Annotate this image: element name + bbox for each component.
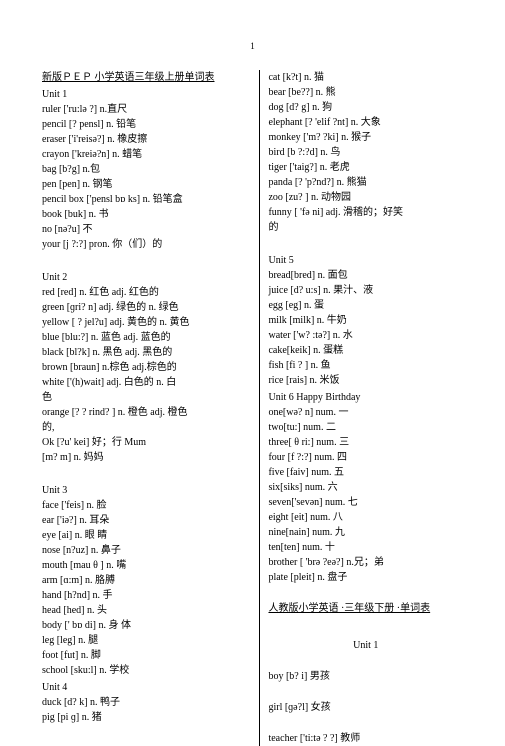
unit-header: Unit 3 [42, 483, 245, 498]
page-number: 1 [42, 40, 463, 54]
unit-header: Unit 5 [268, 253, 463, 268]
vocab-entry: fish [fi ? ] n. 鱼 [268, 358, 463, 373]
vocab-entry: 色 [42, 390, 245, 405]
vocab-entry: teacher ['ti:tə ? ?] 教师 [268, 731, 463, 746]
vocab-entry: four [f ?:?] num. 四 [268, 450, 463, 465]
spacer [268, 684, 463, 700]
spacer [268, 585, 463, 601]
vocab-entry: pencil [? pensl] n. 铅笔 [42, 117, 245, 132]
vocab-entry: 的, [42, 420, 245, 435]
vocab-entry: plate [pleit] n. 盘子 [268, 570, 463, 585]
vocab-entry: ruler ['ru:lə ?] n.直尺 [42, 102, 245, 117]
vocab-entry: leg [leg] n. 腿 [42, 633, 245, 648]
vocab-entry: face ['feis] n. 脸 [42, 498, 245, 513]
vocab-entry: white ['(h)wait] adj. 白色的 n. 白 [42, 375, 245, 390]
vocab-entry: water ['w? :tə?] n. 水 [268, 328, 463, 343]
vocab-entry: [m? m] n. 妈妈 [42, 450, 245, 465]
spacer [268, 715, 463, 731]
vocab-entry: brown [braun] n.棕色 adj.棕色的 [42, 360, 245, 375]
vocab-entry: mouth [mau θ ] n. 嘴 [42, 558, 245, 573]
vocab-entry: Ok [?u' kei] 好；行 Mum [42, 435, 245, 450]
vocab-entry: school [sku:l] n. 学校 [42, 663, 245, 678]
right-column: cat [k?t] n. 猫bear [be??] n. 熊dog [d? g]… [259, 70, 463, 746]
vocab-entry: yellow [ ? jel?u] adj. 黄色的 n. 黄色 [42, 315, 245, 330]
vocab-entry: crayon ['kreiə?n] n. 蜡笔 [42, 147, 245, 162]
vocab-entry: bear [be??] n. 熊 [268, 85, 463, 100]
vocab-entry: ear ['iə?] n. 耳朵 [42, 513, 245, 528]
vocab-entry: boy [b? i] 男孩 [268, 669, 463, 684]
vocab-entry: blue [blu:?] n. 蓝色 adj. 蓝色的 [42, 330, 245, 345]
vocab-entry: bag [b?g] n.包 [42, 162, 245, 177]
vocab-entry: zoo [zu? ] n. 动物园 [268, 190, 463, 205]
vocab-entry: six[siks] num. 六 [268, 480, 463, 495]
vocab-entry: seven['sevən] num. 七 [268, 495, 463, 510]
vocab-entry: your [j ?:?] pron. 你（们）的 [42, 237, 245, 252]
vocab-entry: three[ θ ri:] num. 三 [268, 435, 463, 450]
vocab-entry: red [red] n. 红色 adj. 红色的 [42, 285, 245, 300]
vocab-entry: nose [n?uz] n. 鼻子 [42, 543, 245, 558]
vocab-entry: panda [? 'p?nd?] n. 熊猫 [268, 175, 463, 190]
spacer [268, 616, 463, 632]
spacer [42, 252, 245, 268]
vocab-entry: duck [d? k] n. 鸭子 [42, 695, 245, 710]
vocab-entry: pig [pi ɡ] n. 猪 [42, 710, 245, 725]
vocab-entry: milk [milk] n. 牛奶 [268, 313, 463, 328]
vocab-entry: orange [? ? rind? ] n. 橙色 adj. 橙色 [42, 405, 245, 420]
vocab-entry: body [' bɒ di] n. 身 体 [42, 618, 245, 633]
unit-header: Unit 6 Happy Birthday [268, 390, 463, 405]
vocab-entry: 的 [268, 220, 463, 235]
vocab-entry: five [faiv] num. 五 [268, 465, 463, 480]
vocab-entry: brother [ 'brə ?eə?] n.兄；弟 [268, 555, 463, 570]
spacer [268, 235, 463, 251]
vocab-entry: head [hed] n. 头 [42, 603, 245, 618]
vocab-entry: no [nə?u] 不 [42, 222, 245, 237]
vocab-entry: tiger ['taig?] n. 老虎 [268, 160, 463, 175]
header-title: 新版ＰＥＰ 小学英语三年级上册单词表 [42, 70, 245, 85]
vocab-entry: monkey ['m? ?ki] n. 猴子 [268, 130, 463, 145]
vocab-entry: funny [ 'fə ni] adj. 滑稽的；好笑 [268, 205, 463, 220]
two-column-layout: 新版ＰＥＰ 小学英语三年级上册单词表Unit 1ruler ['ru:lə ?]… [42, 70, 463, 746]
vocab-entry: egg [eg] n. 蛋 [268, 298, 463, 313]
spacer [42, 465, 245, 481]
vocab-entry: pen [pen] n. 钢笔 [42, 177, 245, 192]
vocab-entry: cat [k?t] n. 猫 [268, 70, 463, 85]
vocab-entry: girl [ɡə?l] 女孩 [268, 700, 463, 715]
vocab-entry: dog [d? g] n. 狗 [268, 100, 463, 115]
section-title-underlined: 人教版小学英语 ·三年级下册 ·单词表 [268, 601, 463, 616]
vocab-entry: black [bl?k] n. 黑色 adj. 黑色的 [42, 345, 245, 360]
vocab-entry: nine[nain] num. 九 [268, 525, 463, 540]
vocab-entry: cake[keik] n. 蛋糕 [268, 343, 463, 358]
unit-header: Unit 1 [42, 87, 245, 102]
unit-header: Unit 4 [42, 680, 245, 695]
vocab-entry: book [buk] n. 书 [42, 207, 245, 222]
vocab-entry: eraser ['i'reisə?] n. 橡皮擦 [42, 132, 245, 147]
vocab-entry: hand [h?nd] n. 手 [42, 588, 245, 603]
vocab-entry: foot [fut] n. 脚 [42, 648, 245, 663]
vocab-entry: rice [rais] n. 米饭 [268, 373, 463, 388]
vocab-entry: eight [eit] num. 八 [268, 510, 463, 525]
vocab-entry: arm [ɑ:m] n. 胳膊 [42, 573, 245, 588]
vocab-entry: eye [ai] n. 眼 睛 [42, 528, 245, 543]
left-column: 新版ＰＥＰ 小学英语三年级上册单词表 Unit 1ruler ['ru:lə ?]… [42, 70, 245, 746]
vocab-entry: one[wə? n] num. 一 [268, 405, 463, 420]
vocab-entry: pencil box ['pensl bɒ ks] n. 铅笔盒 [42, 192, 245, 207]
vocab-entry: juice [d? u:s] n. 果汁、液 [268, 283, 463, 298]
vocab-entry: bird [b ?:?d] n. 鸟 [268, 145, 463, 160]
spacer [268, 653, 463, 669]
vocab-entry: two[tu:] num. 二 [268, 420, 463, 435]
vocab-entry: ten[ten] num. 十 [268, 540, 463, 555]
unit-header: Unit 2 [42, 270, 245, 285]
vocab-entry: bread[bred] n. 面包 [268, 268, 463, 283]
vocab-entry: green [ɡri? n] adj. 绿色的 n. 绿色 [42, 300, 245, 315]
sub-title: Unit 1 [268, 638, 463, 653]
vocab-entry: elephant [? 'elif ?nt] n. 大象 [268, 115, 463, 130]
